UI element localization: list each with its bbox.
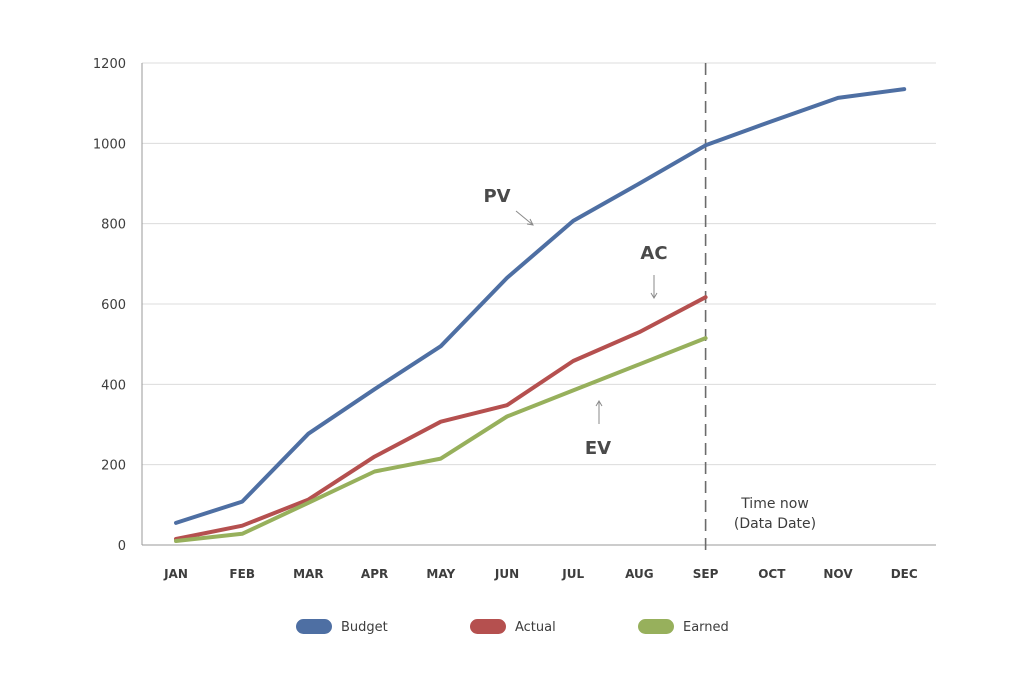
y-tick-label-1000: 1000 — [93, 137, 126, 152]
annotation-label-pv: PV — [483, 186, 510, 207]
legend-item-earned: Earned — [638, 619, 729, 635]
legend-item-actual: Actual — [470, 619, 556, 635]
annotation-pv: PV — [483, 186, 534, 226]
legend-label-earned: Earned — [683, 620, 729, 635]
x-tick-label-oct: OCT — [758, 567, 786, 581]
annotation-arrowhead-ac — [650, 292, 658, 299]
gridlines — [142, 62, 936, 466]
y-tick-label-200: 200 — [101, 459, 126, 474]
legend-label-budget: Budget — [341, 620, 388, 635]
legend-swatch-budget — [296, 619, 332, 634]
data-date-label-line-2: (Data Date) — [734, 516, 816, 532]
series-line-budget — [174, 87, 907, 525]
annotation-label-ev: EV — [585, 438, 611, 459]
x-tick-label-jan: JAN — [163, 567, 188, 581]
x-tick-label-sep: SEP — [693, 567, 719, 581]
y-tick-label-400: 400 — [101, 378, 126, 393]
annotations: PV AC EV — [483, 186, 667, 459]
legend: Budget Actual Earned — [296, 619, 729, 635]
data-date-label-line-1: Time now — [740, 496, 809, 512]
data-date-marker: Time now (Data Date) — [704, 63, 816, 556]
x-tick-label-jul: JUL — [561, 567, 584, 581]
annotation-ac: AC — [640, 243, 668, 299]
series-line-actual — [174, 295, 708, 541]
x-tick-label-dec: DEC — [891, 567, 918, 581]
y-tick-label-600: 600 — [101, 298, 126, 313]
x-tick-label-mar: MAR — [293, 567, 323, 581]
annotation-arrowhead-ev — [595, 400, 603, 407]
annotation-ev: EV — [585, 400, 611, 459]
annotation-label-ac: AC — [640, 243, 667, 264]
x-axis-tick-labels: JAN FEB MAR APR MAY JUN JUL AUG SEP OCT NOV DEC — [163, 567, 918, 581]
legend-swatch-actual — [470, 619, 506, 634]
x-tick-label-aug: AUG — [625, 567, 654, 581]
y-tick-label-0: 0 — [118, 539, 126, 554]
axes — [141, 63, 936, 546]
x-tick-label-feb: FEB — [229, 567, 255, 581]
y-axis-tick-labels: 0 200 400 600 800 1000 1200 — [93, 57, 126, 554]
legend-swatch-earned — [638, 619, 674, 634]
series-line-earned — [174, 336, 708, 543]
x-tick-label-may: MAY — [426, 567, 455, 581]
annotation-arrowhead-pv — [526, 218, 534, 226]
x-tick-label-nov: NOV — [823, 567, 853, 581]
y-tick-label-1200: 1200 — [93, 57, 126, 72]
series-lines — [174, 87, 907, 543]
y-tick-label-800: 800 — [101, 218, 126, 233]
x-tick-label-apr: APR — [361, 567, 388, 581]
annotation-arrow-pv — [515, 210, 534, 226]
x-tick-label-jun: JUN — [494, 567, 519, 581]
legend-item-budget: Budget — [296, 619, 388, 635]
legend-label-actual: Actual — [515, 620, 556, 635]
